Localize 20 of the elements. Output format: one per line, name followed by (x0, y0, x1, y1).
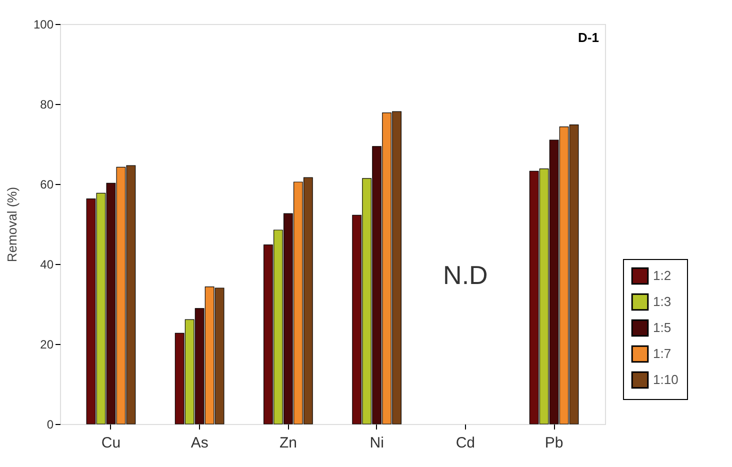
x-tick-label: Zn (279, 434, 297, 452)
x-tick-label: Cu (101, 434, 121, 452)
legend-label: 1:3 (653, 294, 672, 309)
annotation: D-1 (578, 30, 599, 45)
annotation: N.D (443, 260, 488, 290)
x-tick-label: As (190, 434, 208, 452)
y-tick-label: 0 (46, 418, 54, 432)
legend-label: 1:7 (653, 346, 672, 361)
y-axis-title: Removal (%) (4, 186, 20, 262)
legend-label: 1:5 (653, 320, 672, 335)
y-tick-label: 40 (40, 258, 54, 272)
y-tick-label: 20 (40, 338, 54, 352)
x-tick-label: Ni (370, 434, 384, 452)
y-tick-label: 80 (40, 98, 54, 112)
y-tick-label: 100 (33, 18, 54, 32)
legend-label: 1:2 (653, 268, 672, 283)
x-tick-label: Cd (456, 434, 476, 452)
x-tick-label: Pb (544, 434, 564, 452)
legend-label: 1:10 (653, 372, 678, 387)
y-tick-label: 60 (40, 178, 54, 192)
